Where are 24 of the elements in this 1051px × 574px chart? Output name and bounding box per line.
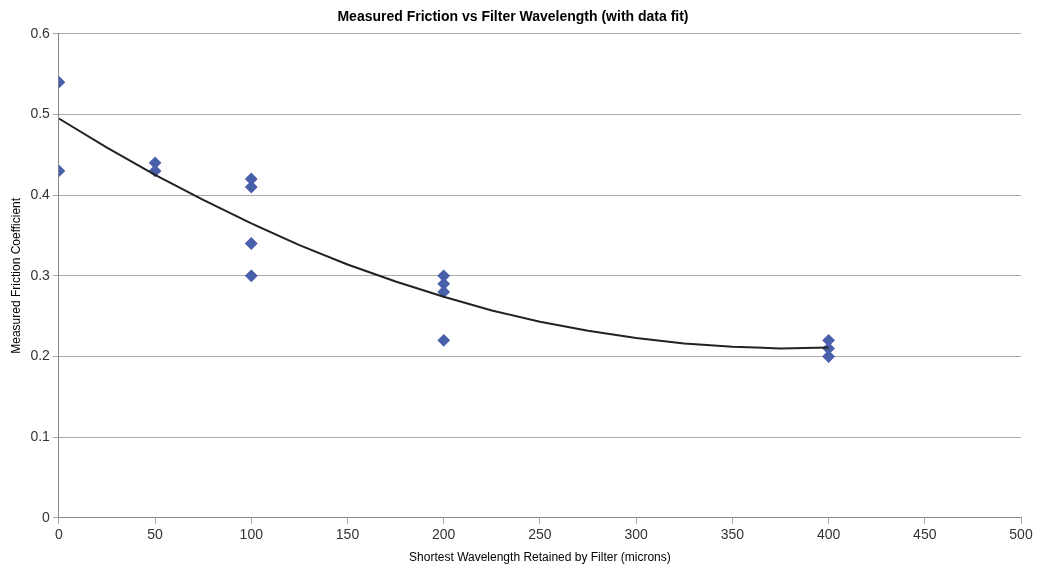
x-tick-label: 150: [335, 526, 360, 543]
point: [245, 269, 258, 282]
y-tick-label: 0: [42, 508, 51, 525]
x-tick-label: 200: [432, 526, 456, 543]
y-axis-title: Measured Friction Coefficient: [8, 197, 23, 354]
y-tick-label: 0.2: [30, 347, 51, 364]
point: [245, 237, 258, 250]
x-tick-label: 350: [720, 526, 745, 543]
y-tick-label: 0.6: [30, 24, 51, 41]
x-tick-label: 450: [913, 526, 937, 543]
y-tick-label: 0.4: [30, 185, 51, 202]
point: [437, 334, 450, 347]
x-tick-label: 100: [239, 526, 264, 543]
x-axis-title: Shortest Wavelength Retained by Filter (microns): [409, 550, 671, 565]
x-tick-label: 300: [624, 526, 649, 543]
chart-title: Measured Friction vs Filter Wavelength (with data fit): [337, 8, 689, 25]
x-tick-label: 400: [816, 526, 841, 543]
y-tick-label: 0.3: [30, 266, 51, 283]
x-tick-label: 250: [528, 526, 552, 543]
x-tick-label: 50: [147, 526, 164, 543]
y-tick-label: 0.1: [30, 427, 51, 444]
x-tick-label: 0: [54, 526, 63, 543]
x-tick-label: 500: [1009, 526, 1033, 543]
y-tick-label: 0.5: [30, 105, 51, 122]
